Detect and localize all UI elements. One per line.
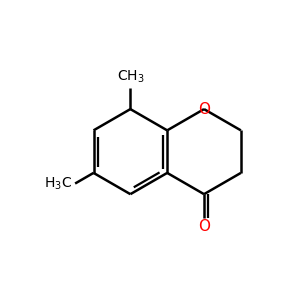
Text: O: O bbox=[198, 102, 210, 117]
Text: O: O bbox=[198, 219, 210, 234]
Text: CH$_3$: CH$_3$ bbox=[117, 69, 144, 85]
Text: H$_3$C: H$_3$C bbox=[44, 175, 73, 192]
